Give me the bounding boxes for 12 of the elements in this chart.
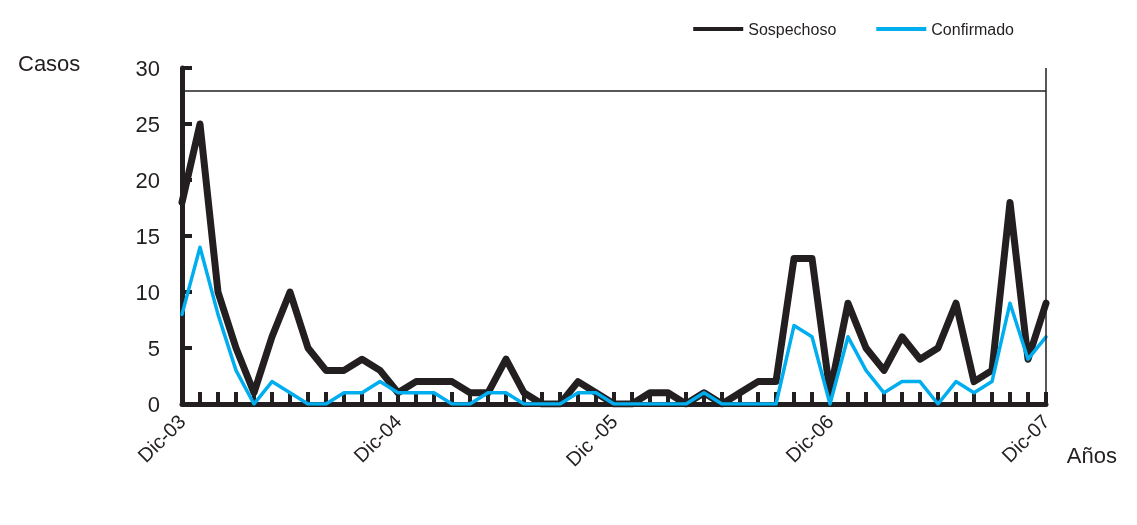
y-tick-label: 25 [135,111,160,137]
y-axis-title: Casos [18,50,81,76]
y-tick-label: 15 [135,223,160,249]
y-tick-label: 30 [135,55,160,81]
y-tick-label: 10 [135,279,160,305]
legend-label: Confirmado [931,20,1015,38]
y-tick-label: 20 [135,167,160,193]
x-tick-label: Dic -05 [561,410,622,471]
x-axis-title: Años [1066,442,1118,468]
y-tick-label: 0 [147,391,160,417]
y-tick-label: 5 [147,335,160,361]
legend-label: Sospechoso [748,20,837,38]
